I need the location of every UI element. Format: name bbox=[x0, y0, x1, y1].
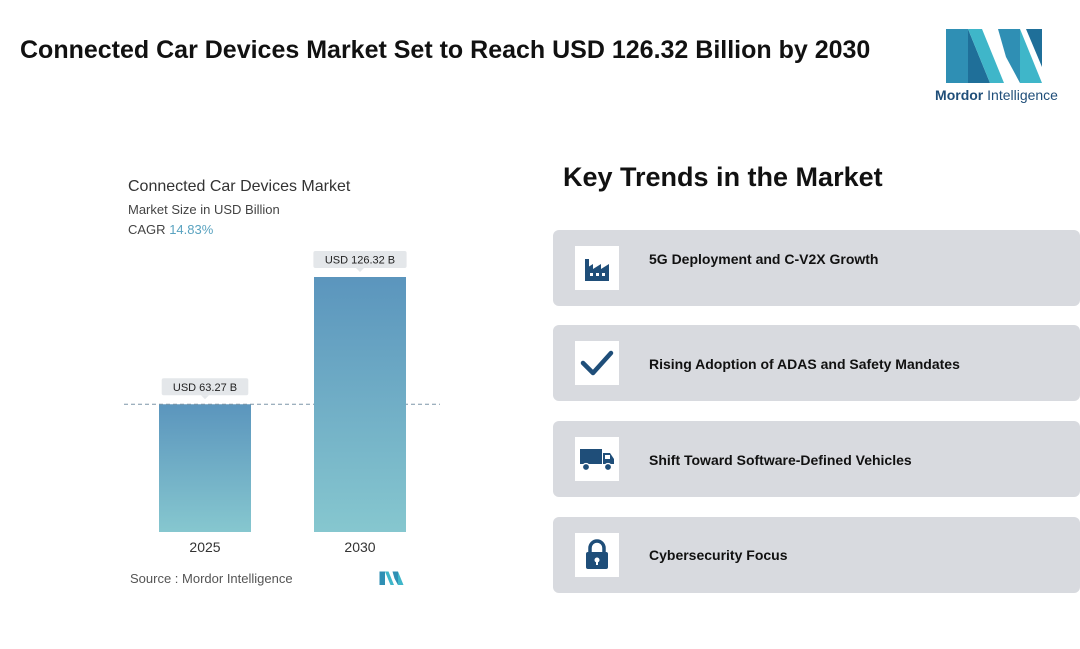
cagr-value: 14.83% bbox=[169, 222, 214, 237]
market-size-chart: USD 63.27 B 2025 USD 126.32 B 2030 Connecte… bbox=[60, 150, 490, 598]
truck-icon bbox=[575, 437, 619, 481]
data-label: USD 126.32 B bbox=[325, 255, 395, 267]
page-title: Connected Car Devices Market Set to Reac… bbox=[20, 36, 871, 64]
chart-canvas: USD 63.27 B 2025 USD 126.32 B 2030 bbox=[124, 251, 440, 555]
trend-card: Cybersecurity Focus bbox=[553, 517, 1080, 593]
checkmark-icon bbox=[575, 341, 619, 385]
chart-title: Connected Car Devices Market bbox=[128, 178, 351, 195]
x-tick-label: 2025 bbox=[189, 539, 220, 555]
brand-logo: Mordor Intelligence bbox=[934, 27, 1059, 107]
trend-label: Shift Toward Software-Defined Vehicles bbox=[649, 452, 912, 468]
padlock-icon bbox=[575, 533, 619, 577]
trend-card: Rising Adoption of ADAS and Safety Manda… bbox=[553, 325, 1080, 401]
chart-source: Source : Mordor Intelligence bbox=[130, 571, 293, 586]
cagr-label: CAGR bbox=[128, 222, 166, 237]
trend-label: 5G Deployment and C-V2X Growth bbox=[649, 251, 879, 267]
data-label-bg bbox=[161, 378, 249, 396]
chart-cagr: CAGR 14.83% bbox=[128, 222, 213, 237]
trend-label: Cybersecurity Focus bbox=[649, 547, 788, 563]
data-label-bg bbox=[313, 251, 407, 268]
data-label-pointer bbox=[201, 395, 209, 400]
chart-subtitle: Market Size in USD Billion bbox=[128, 202, 280, 217]
trends-title: Key Trends in the Market bbox=[563, 162, 883, 192]
x-tick-label: 2030 bbox=[344, 539, 375, 555]
bar-2030 bbox=[314, 277, 406, 532]
source-logo-icon bbox=[379, 571, 404, 585]
trend-card: Shift Toward Software-Defined Vehicles bbox=[553, 421, 1080, 497]
data-label-pointer bbox=[356, 268, 364, 272]
data-label: USD 63.27 B bbox=[173, 382, 237, 394]
brand-name: Mordor Intelligence bbox=[935, 87, 1058, 103]
brand-logo-mark-icon bbox=[946, 29, 1042, 83]
trend-label: Rising Adoption of ADAS and Safety Manda… bbox=[649, 356, 960, 372]
trend-card: 5G Deployment and C-V2X Growth bbox=[553, 230, 1080, 306]
bar-2025 bbox=[159, 404, 251, 532]
factory-icon bbox=[575, 246, 619, 290]
